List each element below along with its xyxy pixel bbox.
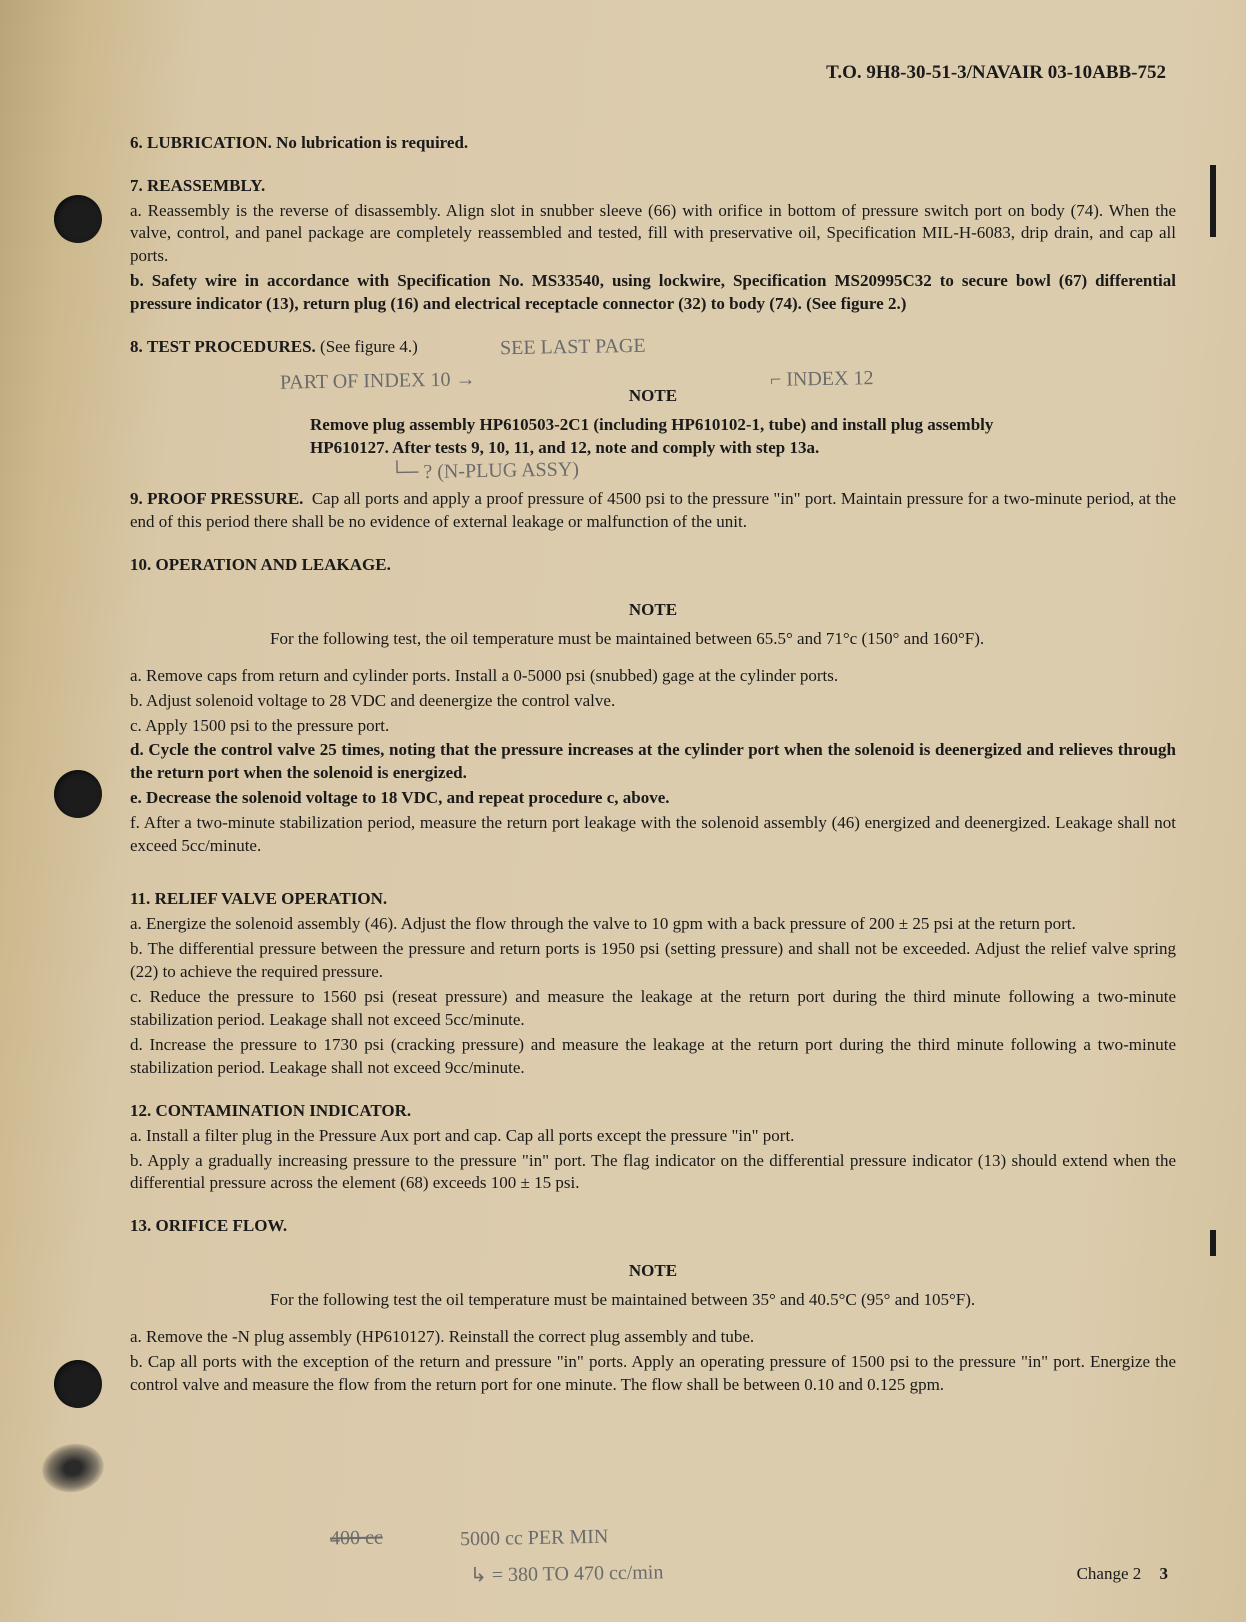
s10a: a. Remove caps from return and cylinder … bbox=[130, 665, 1176, 688]
section-title-inline: PROOF PRESSURE. bbox=[147, 489, 307, 508]
section-13: 13. ORIFICE FLOW. NOTE For the following… bbox=[130, 1215, 1176, 1397]
document-id: T.O. 9H8-30-51-3/NAVAIR 03-10ABB-752 bbox=[130, 60, 1176, 86]
page-footer: Change 2 3 bbox=[1077, 1563, 1168, 1586]
section-number: 7. bbox=[130, 176, 143, 195]
note-label: NOTE bbox=[130, 1260, 1176, 1283]
section-9: 9. PROOF PRESSURE. Cap all ports and app… bbox=[130, 488, 1176, 534]
section-number: 12. bbox=[130, 1101, 151, 1120]
handwriting-index10: PART OF INDEX 10 → bbox=[280, 366, 476, 396]
ink-smudge bbox=[38, 1439, 107, 1497]
s11c: c. Reduce the pressure to 1560 psi (rese… bbox=[130, 986, 1176, 1032]
handwriting-nplug: └─ ? (N-PLUG ASSY) bbox=[390, 457, 579, 487]
note-text: For the following test, the oil temperat… bbox=[270, 628, 1036, 651]
s10f: f. After a two-minute stabilization peri… bbox=[130, 812, 1176, 858]
s12a: a. Install a filter plug in the Pressure… bbox=[130, 1125, 1176, 1148]
page-number: 3 bbox=[1160, 1564, 1169, 1583]
section-6: 6. LUBRICATION. No lubrication is requir… bbox=[130, 132, 1176, 155]
s13a: a. Remove the -N plug assembly (HP610127… bbox=[130, 1326, 1176, 1349]
handwriting-index12: ⌐ INDEX 12 bbox=[770, 365, 874, 394]
section-title: LUBRICATION. bbox=[147, 133, 272, 152]
section-number: 6. bbox=[130, 133, 143, 152]
s10c: c. Apply 1500 psi to the pressure port. bbox=[130, 715, 1176, 738]
section-number: 9. bbox=[130, 489, 143, 508]
section-number: 8. bbox=[130, 337, 143, 356]
revision-bar bbox=[1210, 165, 1216, 237]
punch-hole bbox=[54, 1360, 102, 1408]
section-number: 11. bbox=[130, 889, 150, 908]
section-7a: a. Reassembly is the reverse of disassem… bbox=[130, 200, 1176, 269]
s10b: b. Adjust solenoid voltage to 28 VDC and… bbox=[130, 690, 1176, 713]
s10e: e. Decrease the solenoid voltage to 18 V… bbox=[130, 787, 1176, 810]
s12b: b. Apply a gradually increasing pressure… bbox=[130, 1150, 1176, 1196]
section-10: 10. OPERATION AND LEAKAGE. NOTE For the … bbox=[130, 554, 1176, 858]
punch-hole bbox=[54, 770, 102, 818]
section-title: ORIFICE FLOW. bbox=[156, 1216, 288, 1235]
change-number: Change 2 bbox=[1077, 1564, 1142, 1583]
s10d: d. Cycle the control valve 25 times, not… bbox=[130, 739, 1176, 785]
punch-hole bbox=[54, 195, 102, 243]
section-number: 13. bbox=[130, 1216, 151, 1235]
section-title: TEST PROCEDURES. bbox=[147, 337, 316, 356]
section-title: REASSEMBLY. bbox=[147, 176, 265, 195]
s11d: d. Increase the pressure to 1730 psi (cr… bbox=[130, 1034, 1176, 1080]
section-12: 12. CONTAMINATION INDICATOR. a. Install … bbox=[130, 1100, 1176, 1196]
handwriting-see-last: SEE LAST PAGE bbox=[500, 333, 646, 363]
section-11: 11. RELIEF VALVE OPERATION. a. Energize … bbox=[130, 888, 1176, 1080]
s11a: a. Energize the solenoid assembly (46). … bbox=[130, 913, 1176, 936]
handwriting-equals: ↳ = 380 TO 470 cc/min bbox=[470, 1559, 664, 1589]
section-number: 10. bbox=[130, 555, 151, 574]
section-7b: b. Safety wire in accordance with Specif… bbox=[130, 270, 1176, 316]
handwriting-5000cc: 5000 cc PER MIN bbox=[460, 1524, 609, 1554]
section-7: 7. REASSEMBLY. a. Reassembly is the reve… bbox=[130, 175, 1176, 317]
section-title: RELIEF VALVE OPERATION. bbox=[155, 889, 388, 908]
section-title: OPERATION AND LEAKAGE. bbox=[156, 555, 391, 574]
section-title: CONTAMINATION INDICATOR. bbox=[156, 1101, 412, 1120]
see-figure: (See figure 4.) bbox=[320, 337, 418, 356]
s13b: b. Cap all ports with the exception of t… bbox=[130, 1351, 1176, 1397]
note-text: For the following test the oil temperatu… bbox=[270, 1289, 1036, 1312]
s11b: b. The differential pressure between the… bbox=[130, 938, 1176, 984]
revision-bar bbox=[1210, 1230, 1216, 1256]
handwriting-400cc: 400 cc bbox=[330, 1525, 383, 1553]
section-text: No lubrication is required. bbox=[276, 133, 468, 152]
note-label: NOTE bbox=[130, 599, 1176, 622]
note-text: Remove plug assembly HP610503-2C1 (inclu… bbox=[310, 414, 1076, 460]
document-page: T.O. 9H8-30-51-3/NAVAIR 03-10ABB-752 6. … bbox=[0, 0, 1246, 1622]
section-8: 8. TEST PROCEDURES. (See figure 4.) SEE … bbox=[130, 336, 1176, 460]
